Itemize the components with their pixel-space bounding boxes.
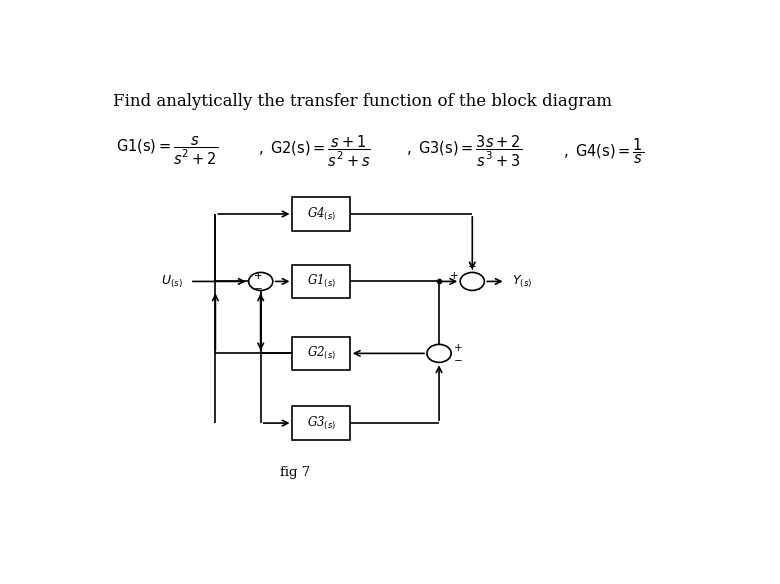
Text: +: + (450, 270, 459, 280)
Text: G2$_{(s)}$: G2$_{(s)}$ (307, 345, 335, 362)
Bar (292, 197, 350, 231)
Bar (292, 336, 350, 370)
Circle shape (427, 345, 451, 362)
Text: −: − (454, 356, 463, 366)
Text: +: + (468, 262, 477, 272)
Text: −: − (254, 284, 263, 294)
Text: +: + (254, 270, 263, 280)
Bar (292, 406, 350, 440)
Text: +: + (454, 343, 463, 353)
Text: $\mathrm{G1(s)} = \dfrac{s}{s^{2}+2}$: $\mathrm{G1(s)} = \dfrac{s}{s^{2}+2}$ (115, 135, 218, 167)
Text: $Y_{(s)}$: $Y_{(s)}$ (512, 273, 532, 290)
Circle shape (460, 272, 484, 290)
Text: $,\ \mathrm{G4(s)} = \dfrac{1}{s}$: $,\ \mathrm{G4(s)} = \dfrac{1}{s}$ (563, 136, 644, 166)
Text: $,\ \mathrm{G3(s)} = \dfrac{3s+2}{s^{3}+3}$: $,\ \mathrm{G3(s)} = \dfrac{3s+2}{s^{3}+… (406, 133, 522, 169)
Text: G3$_{(s)}$: G3$_{(s)}$ (307, 415, 335, 432)
Circle shape (249, 272, 273, 290)
Text: Find analytically the transfer function of the block diagram: Find analytically the transfer function … (112, 93, 612, 110)
Bar (292, 265, 350, 298)
Text: G1$_{(s)}$: G1$_{(s)}$ (307, 273, 335, 290)
Text: $,\ \mathrm{G2(s)} = \dfrac{s+1}{s^{2}+s}$: $,\ \mathrm{G2(s)} = \dfrac{s+1}{s^{2}+s… (257, 133, 370, 169)
Text: fig 7: fig 7 (280, 466, 310, 479)
Text: G4$_{(s)}$: G4$_{(s)}$ (307, 206, 335, 223)
Text: $U_{(s)}$: $U_{(s)}$ (161, 273, 183, 290)
